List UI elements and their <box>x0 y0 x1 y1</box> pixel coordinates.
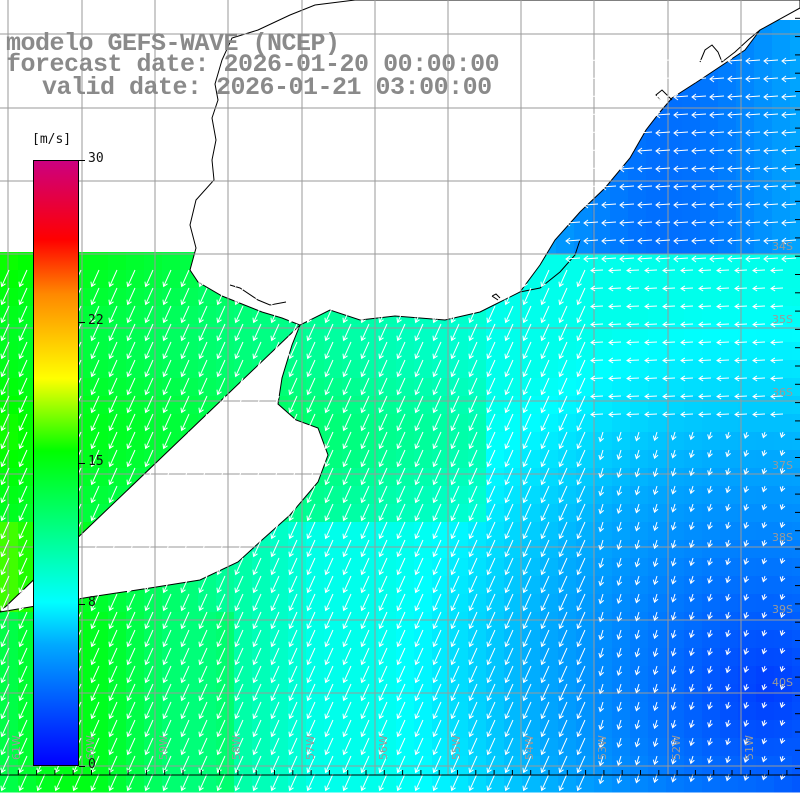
colorbar-tick-mark <box>79 604 85 606</box>
map-title-valid-date: valid date: 2026-01-21 03:00:00 <box>42 73 492 102</box>
lon-label: 54W <box>523 735 536 760</box>
lon-label: 61W <box>10 735 23 760</box>
colorbar-tick-label: 15 <box>88 454 104 469</box>
map-frame <box>0 0 800 776</box>
lat-label: 34S <box>772 240 793 253</box>
lat-label: 38S <box>772 531 793 544</box>
colorbar-tick-mark <box>79 463 85 464</box>
wind-vectors <box>0 57 797 792</box>
land-mass <box>0 0 800 613</box>
longitude-labels: 61W 60W 59W 58W 57W 56W 55W 54W 53W 52W 51W <box>10 735 756 760</box>
colorbar-units: [m/s] <box>32 132 72 147</box>
colorbar-tick-label: 8 <box>88 595 96 611</box>
lon-label: 59W <box>157 735 170 760</box>
lon-label: 58W <box>230 735 243 760</box>
map-title-forecast-date: forecast date: 2026-01-20 00:00:00 <box>6 50 500 79</box>
colorbar-tick-mark <box>79 321 85 323</box>
lon-label: 53W <box>596 735 609 760</box>
lat-label: 40S <box>772 676 793 689</box>
lon-label: 56W <box>377 735 390 760</box>
colorbar-tick-label: 0 <box>88 757 96 772</box>
lat-label: 36S <box>772 386 793 399</box>
colorbar-tick-label: 30 <box>88 151 104 166</box>
colorbar-tick-mark <box>79 160 85 161</box>
colorbar-tick-label: 22 <box>88 312 104 328</box>
lon-label: 57W <box>304 735 317 760</box>
lon-label: 60W <box>84 735 97 760</box>
lat-label: 39S <box>772 603 793 616</box>
latitude-labels: 34S 35S 36S 37S 38S 39S 40S <box>772 240 793 689</box>
colorbar <box>33 160 79 766</box>
lon-label: 55W <box>450 735 463 760</box>
lon-label: 52W <box>670 735 683 760</box>
lon-label: 51W <box>743 735 756 760</box>
map-title-model: modelo GEFS-WAVE (NCEP) <box>6 29 340 58</box>
lat-lon-grid <box>0 0 800 775</box>
lat-label: 35S <box>772 313 793 326</box>
lat-label: 37S <box>772 459 793 472</box>
colorbar-tick-mark <box>79 766 85 767</box>
